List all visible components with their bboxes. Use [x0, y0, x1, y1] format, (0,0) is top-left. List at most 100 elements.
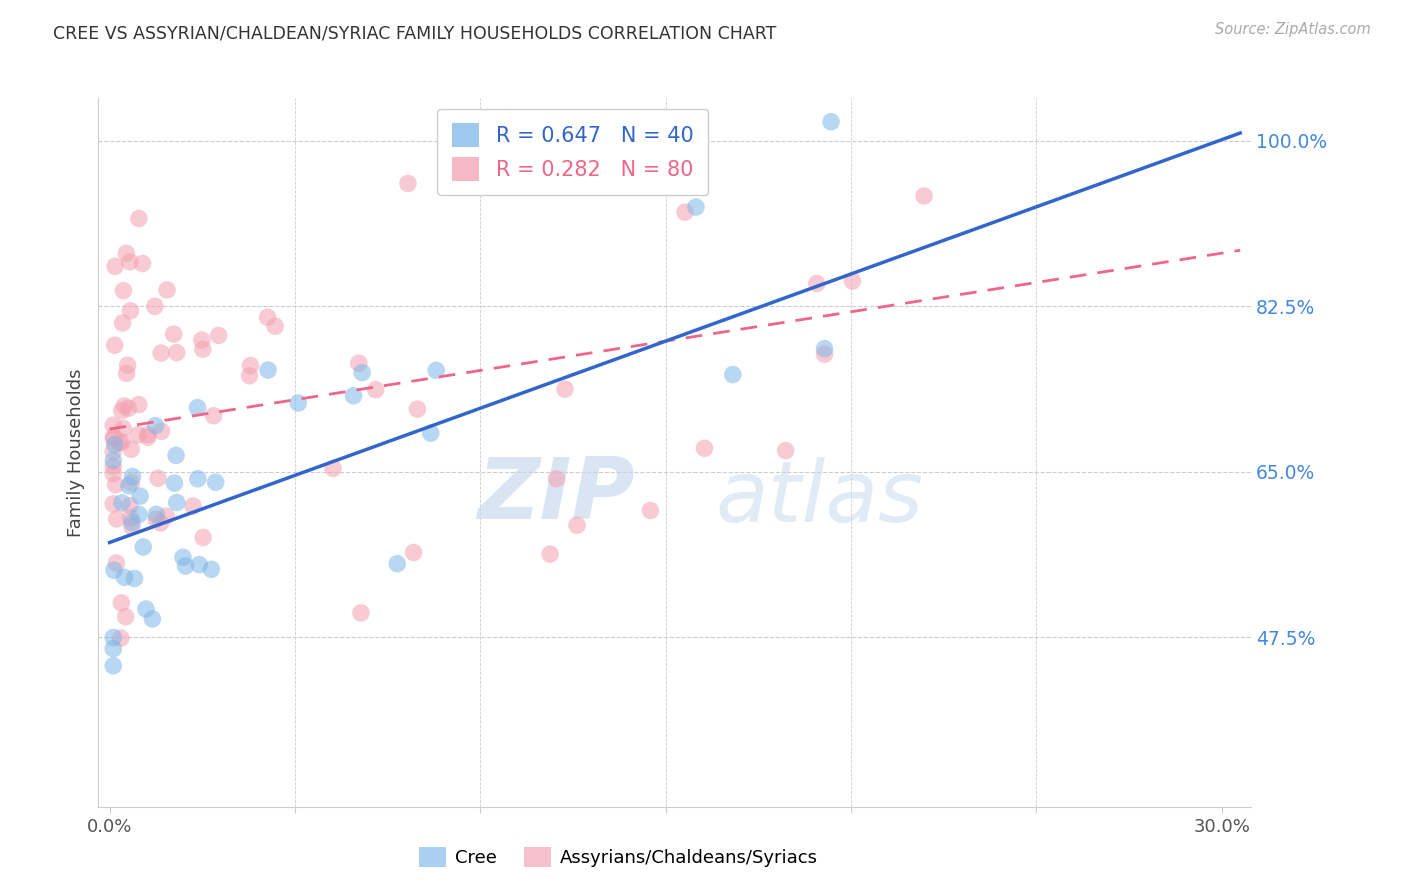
Point: [121, 519, 143, 533]
Point: [129, 489, 152, 503]
Point: [166, 495, 188, 509]
Point: [163, 476, 186, 491]
Point: [103, 563, 125, 577]
Point: [103, 430, 125, 444]
Point: [396, 177, 419, 191]
Point: [820, 115, 842, 129]
Point: [112, 421, 135, 435]
Point: [120, 475, 142, 490]
Point: [264, 319, 287, 334]
Point: [565, 518, 588, 533]
Point: [103, 641, 125, 656]
Point: [149, 516, 172, 530]
Point: [103, 658, 125, 673]
Point: [204, 475, 226, 490]
Legend: R = 0.647   N = 40, R = 0.282   N = 80: R = 0.647 N = 40, R = 0.282 N = 80: [437, 109, 709, 195]
Point: [352, 366, 374, 380]
Point: [364, 383, 387, 397]
Point: [350, 606, 373, 620]
Point: [387, 557, 409, 571]
Point: [103, 497, 125, 511]
Point: [145, 512, 167, 526]
Point: [131, 256, 153, 270]
Point: [163, 327, 186, 342]
Point: [118, 254, 141, 268]
Point: [602, 177, 624, 191]
Point: [554, 382, 576, 396]
Point: [120, 442, 142, 457]
Point: [402, 545, 425, 559]
Point: [108, 435, 131, 450]
Point: [191, 333, 214, 347]
Point: [155, 509, 177, 524]
Point: [640, 503, 662, 517]
Point: [419, 426, 441, 441]
Point: [208, 328, 231, 343]
Point: [238, 368, 260, 383]
Point: [425, 363, 447, 377]
Point: [115, 246, 138, 260]
Point: [174, 558, 197, 573]
Point: [150, 424, 173, 438]
Point: [257, 363, 280, 377]
Point: [121, 469, 143, 483]
Point: [103, 431, 125, 445]
Point: [813, 342, 835, 356]
Point: [120, 303, 142, 318]
Point: [322, 461, 344, 475]
Point: [145, 418, 167, 433]
Point: [141, 612, 163, 626]
Point: [239, 359, 262, 373]
Point: [172, 550, 194, 565]
Point: [146, 471, 169, 485]
Point: [287, 396, 309, 410]
Point: [114, 609, 136, 624]
Text: atlas: atlas: [716, 458, 924, 541]
Point: [117, 401, 139, 416]
Point: [136, 430, 159, 444]
Point: [721, 368, 744, 382]
Point: [112, 284, 135, 298]
Point: [103, 453, 125, 467]
Point: [200, 562, 222, 576]
Point: [912, 189, 935, 203]
Point: [111, 434, 134, 449]
Point: [120, 511, 142, 525]
Point: [191, 531, 214, 545]
Point: [128, 508, 150, 522]
Point: [806, 277, 828, 291]
Point: [128, 398, 150, 412]
Point: [103, 459, 125, 474]
Point: [111, 496, 134, 510]
Point: [145, 508, 167, 522]
Point: [188, 558, 211, 572]
Point: [499, 158, 522, 172]
Point: [813, 347, 835, 361]
Point: [150, 346, 173, 360]
Point: [347, 356, 370, 370]
Point: [673, 205, 696, 219]
Point: [143, 299, 166, 313]
Point: [105, 556, 128, 570]
Point: [104, 260, 127, 274]
Point: [693, 442, 716, 456]
Point: [181, 499, 204, 513]
Point: [136, 427, 159, 442]
Point: [105, 512, 128, 526]
Point: [165, 448, 187, 462]
Point: [202, 409, 225, 423]
Y-axis label: Family Households: Family Households: [66, 368, 84, 537]
Point: [111, 316, 134, 330]
Point: [166, 345, 188, 359]
Point: [685, 200, 707, 214]
Point: [775, 443, 797, 458]
Point: [103, 418, 125, 433]
Point: [103, 444, 125, 458]
Point: [156, 283, 179, 297]
Point: [103, 631, 125, 645]
Point: [110, 631, 132, 645]
Point: [103, 467, 125, 481]
Point: [121, 516, 143, 530]
Point: [538, 547, 561, 561]
Point: [342, 389, 364, 403]
